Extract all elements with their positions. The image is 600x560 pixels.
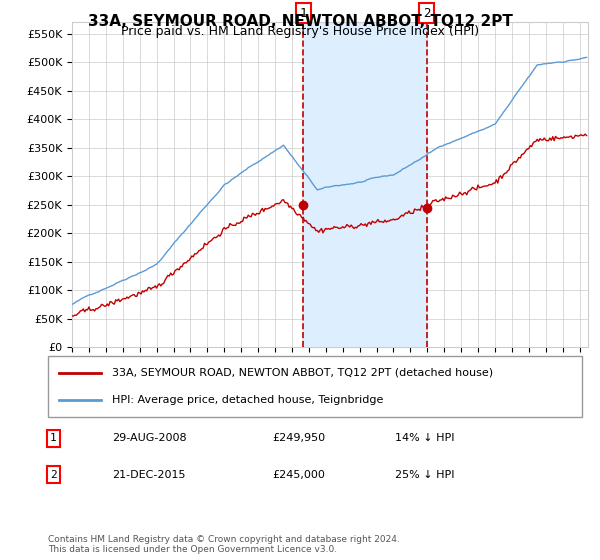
Text: 1: 1	[299, 7, 307, 20]
Text: 25% ↓ HPI: 25% ↓ HPI	[395, 470, 455, 479]
Text: £245,000: £245,000	[272, 470, 325, 479]
Text: 21-DEC-2015: 21-DEC-2015	[112, 470, 185, 479]
Text: 29-AUG-2008: 29-AUG-2008	[112, 433, 187, 443]
Text: Contains HM Land Registry data © Crown copyright and database right 2024.
This d: Contains HM Land Registry data © Crown c…	[48, 535, 400, 554]
Text: Price paid vs. HM Land Registry's House Price Index (HPI): Price paid vs. HM Land Registry's House …	[121, 25, 479, 38]
Text: 1: 1	[50, 433, 57, 443]
Text: 2: 2	[423, 7, 431, 20]
Text: HPI: Average price, detached house, Teignbridge: HPI: Average price, detached house, Teig…	[112, 395, 383, 405]
Text: 33A, SEYMOUR ROAD, NEWTON ABBOT, TQ12 2PT: 33A, SEYMOUR ROAD, NEWTON ABBOT, TQ12 2P…	[88, 14, 512, 29]
Text: 33A, SEYMOUR ROAD, NEWTON ABBOT, TQ12 2PT (detached house): 33A, SEYMOUR ROAD, NEWTON ABBOT, TQ12 2P…	[112, 368, 493, 378]
Bar	[303, 22, 427, 347]
FancyBboxPatch shape	[48, 356, 582, 417]
Text: 2: 2	[50, 470, 57, 479]
Text: 14% ↓ HPI: 14% ↓ HPI	[395, 433, 455, 443]
Text: £249,950: £249,950	[272, 433, 325, 443]
